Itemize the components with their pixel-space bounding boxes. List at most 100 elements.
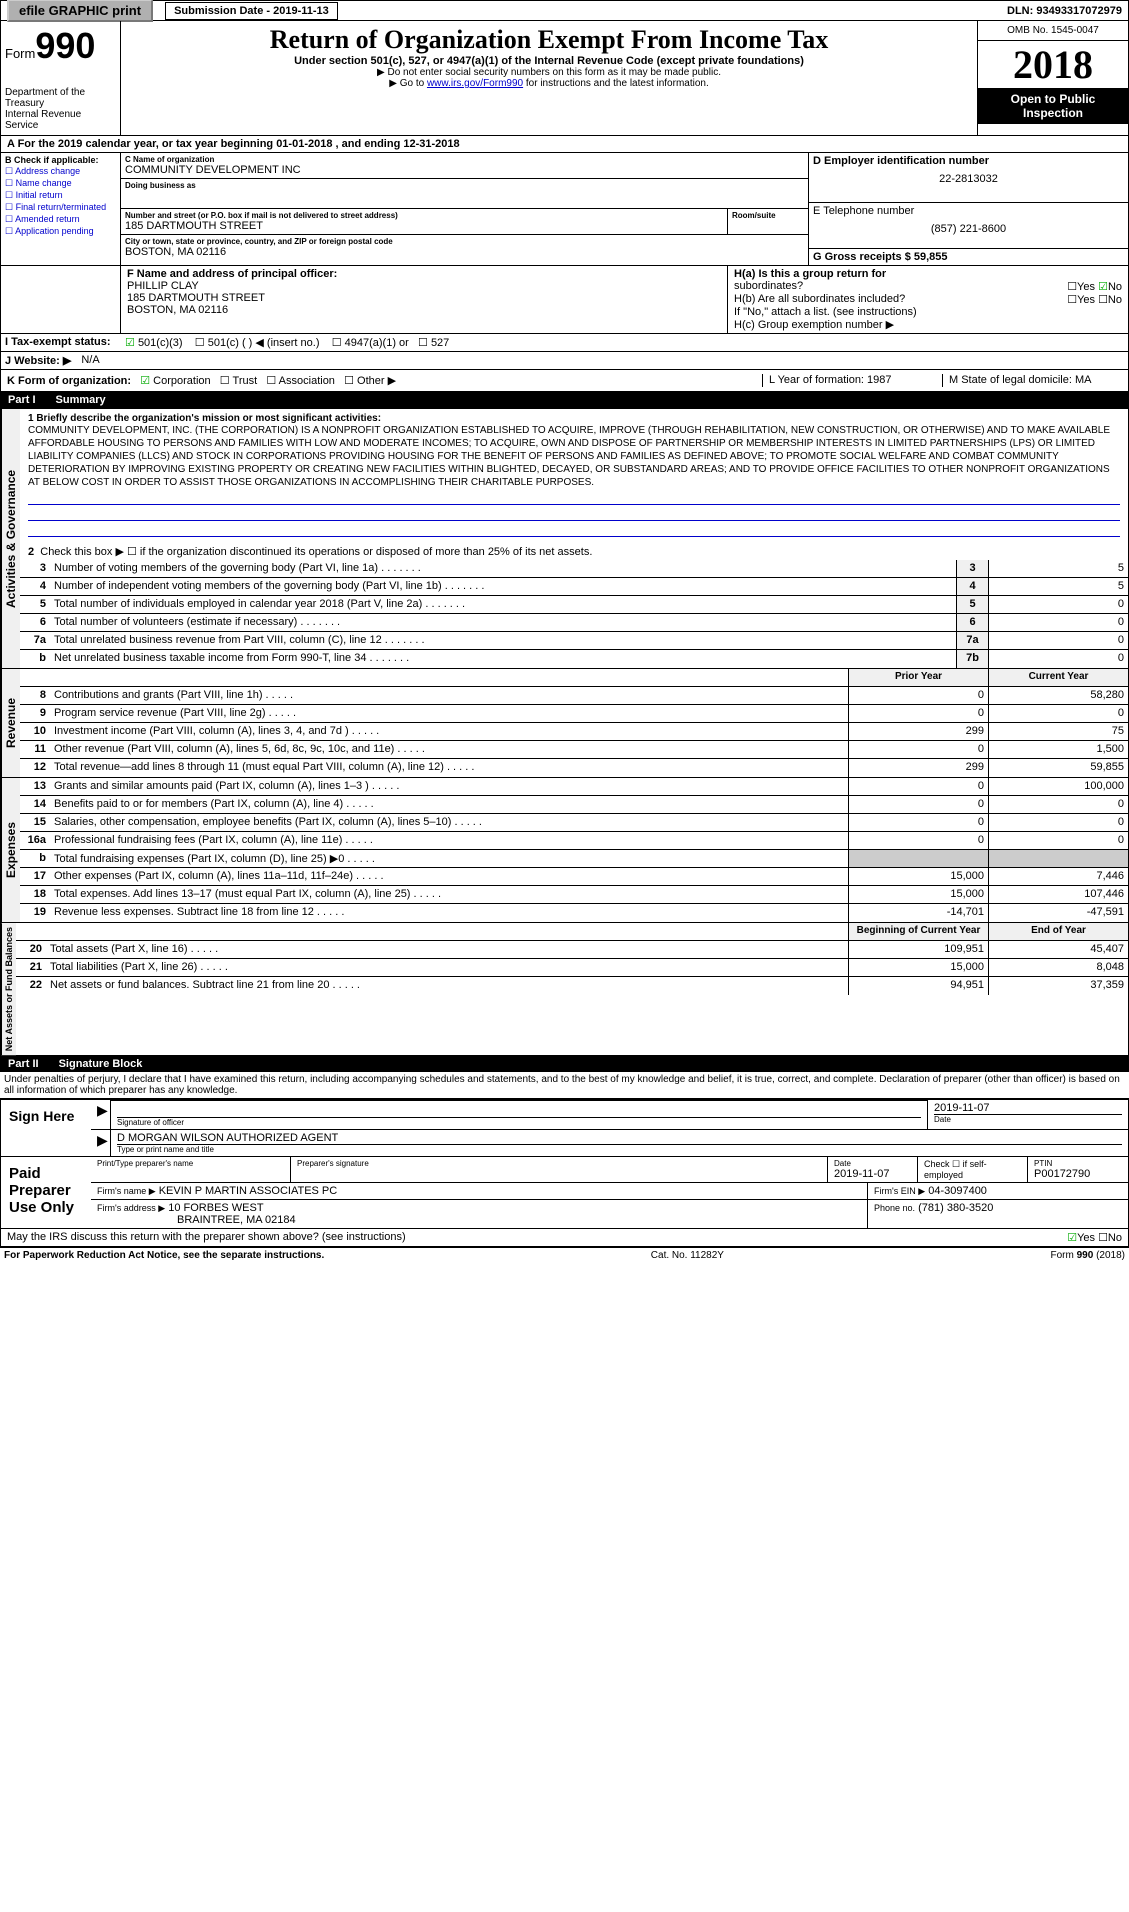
- officer-name: PHILLIP CLAY: [127, 280, 721, 292]
- dba-label: Doing business as: [125, 181, 804, 190]
- form-number: 990: [35, 25, 95, 66]
- officer-group-section: F Name and address of principal officer:…: [0, 266, 1129, 334]
- room-label: Room/suite: [732, 211, 804, 220]
- hb-note: If "No," attach a list. (see instruction…: [734, 306, 1122, 318]
- revenue-section: Revenue Prior Year Current Year 8Contrib…: [0, 669, 1129, 778]
- line-item: 15Salaries, other compensation, employee…: [20, 814, 1128, 832]
- paid-preparer-section: Paid Preparer Use Only Print/Type prepar…: [0, 1157, 1129, 1229]
- firm-phone: (781) 380-3520: [918, 1202, 993, 1214]
- perjury-statement: Under penalties of perjury, I declare th…: [0, 1072, 1129, 1098]
- officer-addr1: 185 DARTMOUTH STREET: [127, 292, 721, 304]
- line-item: 21Total liabilities (Part X, line 26) . …: [16, 959, 1128, 977]
- line-item: 12Total revenue—add lines 8 through 11 (…: [20, 759, 1128, 777]
- arrow-icon: ▶: [97, 1102, 108, 1118]
- instruction-1: ▶ Do not enter social security numbers o…: [125, 67, 973, 78]
- efile-button[interactable]: efile GRAPHIC print: [7, 0, 153, 22]
- netassets-section: Net Assets or Fund Balances Beginning of…: [0, 923, 1129, 1056]
- line-item: 9Program service revenue (Part VIII, lin…: [20, 705, 1128, 723]
- city-label: City or town, state or province, country…: [125, 237, 804, 246]
- dept-treasury: Department of the Treasury: [5, 87, 116, 109]
- part1-header: Part I Summary: [0, 392, 1129, 408]
- form-title: Return of Organization Exempt From Incom…: [125, 25, 973, 55]
- form-label: Form: [5, 46, 35, 61]
- line-item: 13Grants and similar amounts paid (Part …: [20, 778, 1128, 796]
- line-item: 11Other revenue (Part VIII, column (A), …: [20, 741, 1128, 759]
- irs-link[interactable]: www.irs.gov/Form990: [427, 78, 523, 89]
- addr-label: Number and street (or P.O. box if mail i…: [125, 211, 723, 220]
- line-item: 3Number of voting members of the governi…: [20, 560, 1128, 578]
- officer-label: F Name and address of principal officer:: [127, 268, 721, 280]
- vertical-label-gov: Activities & Governance: [1, 409, 20, 668]
- sig-officer-label: Signature of officer: [117, 1117, 921, 1127]
- paperwork-notice: For Paperwork Reduction Act Notice, see …: [4, 1250, 324, 1261]
- firm-name: KEVIN P MARTIN ASSOCIATES PC: [159, 1185, 338, 1197]
- discuss-row: May the IRS discuss this return with the…: [0, 1229, 1129, 1247]
- website-value: N/A: [81, 354, 99, 367]
- ein-label: D Employer identification number: [813, 155, 1124, 167]
- line-item: 16aProfessional fundraising fees (Part I…: [20, 832, 1128, 850]
- paid-preparer-label: Paid Preparer Use Only: [1, 1157, 91, 1228]
- officer-addr2: BOSTON, MA 02116: [127, 304, 721, 316]
- line-item: 8Contributions and grants (Part VIII, li…: [20, 687, 1128, 705]
- org-name: COMMUNITY DEVELOPMENT INC: [125, 164, 804, 176]
- check-corp[interactable]: ☑: [140, 375, 150, 387]
- hb-label: H(b) Are all subordinates included?: [734, 293, 905, 306]
- firm-addr: 10 FORBES WEST: [168, 1202, 263, 1214]
- hb-yesno[interactable]: ☐Yes ☐No: [1067, 293, 1122, 306]
- org-name-label: C Name of organization: [125, 155, 804, 164]
- vertical-label-net: Net Assets or Fund Balances: [1, 923, 16, 1055]
- vertical-label-rev: Revenue: [1, 669, 20, 777]
- preparer-date: 2019-11-07: [834, 1168, 911, 1180]
- line-item: 6Total number of volunteers (estimate if…: [20, 614, 1128, 632]
- cat-number: Cat. No. 11282Y: [651, 1250, 724, 1261]
- check-name-change[interactable]: ☐ Name change: [5, 178, 116, 189]
- signer-name-label: Type or print name and title: [117, 1144, 1122, 1154]
- vertical-label-exp: Expenses: [1, 778, 20, 922]
- line-item: 20Total assets (Part X, line 16) . . . .…: [16, 941, 1128, 959]
- tax-year-display: 2018: [978, 41, 1128, 88]
- website-row: J Website: ▶ N/A: [0, 352, 1129, 370]
- check-final-return[interactable]: ☐ Final return/terminated: [5, 202, 116, 213]
- arrow-icon: ▶: [97, 1132, 108, 1148]
- org-info-section: B Check if applicable: ☐ Address change …: [0, 153, 1129, 266]
- form-ref: Form 990 (2018): [1051, 1250, 1125, 1261]
- firm-ein: 04-3097400: [928, 1185, 987, 1197]
- line-item: bNet unrelated business taxable income f…: [20, 650, 1128, 668]
- expenses-section: Expenses 13Grants and similar amounts pa…: [0, 778, 1129, 923]
- irs-label: Internal Revenue Service: [5, 109, 116, 131]
- line-item: 4Number of independent voting members of…: [20, 578, 1128, 596]
- line-item: 7aTotal unrelated business revenue from …: [20, 632, 1128, 650]
- form-subtitle: Under section 501(c), 527, or 4947(a)(1)…: [125, 55, 973, 67]
- line-item: 5Total number of individuals employed in…: [20, 596, 1128, 614]
- sign-here-label: Sign Here: [1, 1100, 91, 1156]
- sign-date-label: Date: [934, 1114, 1122, 1124]
- phone-value: (857) 221-8600: [813, 223, 1124, 235]
- ha-yesno[interactable]: ☐Yes ☑No: [1067, 280, 1122, 293]
- check-501c3[interactable]: ☑: [125, 337, 135, 349]
- mission-label: 1 Briefly describe the organization's mi…: [28, 413, 1120, 424]
- check-amended-return[interactable]: ☐ Amended return: [5, 214, 116, 225]
- discuss-yesno[interactable]: ☑Yes ☐No: [1067, 1231, 1122, 1244]
- line-item: bTotal fundraising expenses (Part IX, co…: [20, 850, 1128, 868]
- self-employed-check[interactable]: Check ☐ if self-employed: [918, 1157, 1028, 1182]
- part2-header: Part II Signature Block: [0, 1056, 1129, 1072]
- check-initial-return[interactable]: ☐ Initial return: [5, 190, 116, 201]
- col-current-year: Current Year: [988, 669, 1128, 686]
- check-address-change[interactable]: ☐ Address change: [5, 166, 116, 177]
- year-formation: L Year of formation: 1987: [762, 374, 942, 387]
- line-item: 17Other expenses (Part IX, column (A), l…: [20, 868, 1128, 886]
- activities-governance-section: Activities & Governance 1 Briefly descri…: [0, 408, 1129, 669]
- ein-value: 22-2813032: [813, 173, 1124, 185]
- exempt-status-row: I Tax-exempt status: ☑ 501(c)(3) ☐ 501(c…: [0, 334, 1129, 352]
- org-city: BOSTON, MA 02116: [125, 246, 804, 258]
- omb-number: OMB No. 1545-0047: [978, 21, 1128, 41]
- firm-city: BRAINTREE, MA 02184: [177, 1214, 861, 1226]
- ha-label: H(a) Is this a group return for: [734, 268, 1122, 280]
- submission-date: Submission Date - 2019-11-13: [165, 2, 338, 20]
- col-prior-year: Prior Year: [848, 669, 988, 686]
- sign-date: 2019-11-07: [934, 1102, 1122, 1114]
- check-application-pending[interactable]: ☐ Application pending: [5, 226, 116, 237]
- mission-text: COMMUNITY DEVELOPMENT, INC. (THE CORPORA…: [28, 424, 1120, 489]
- gross-receipts: G Gross receipts $ 59,855: [813, 251, 1124, 263]
- ptin-value: P00172790: [1034, 1168, 1122, 1180]
